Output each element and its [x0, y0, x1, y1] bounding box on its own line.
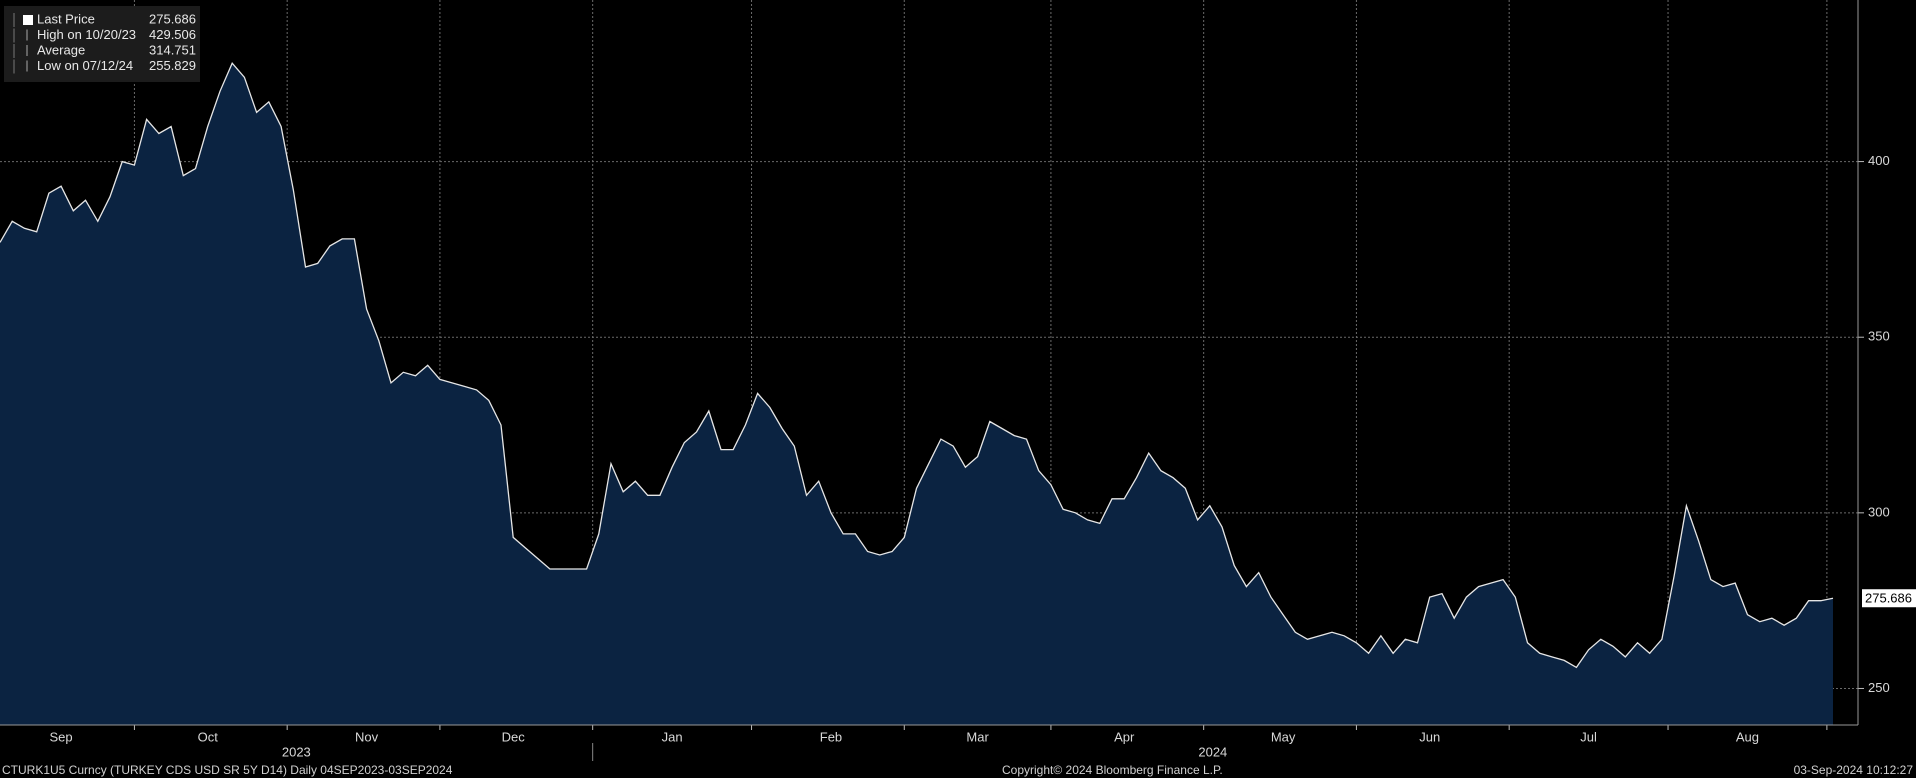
legend: Last Price 275.686 High on 10/20/23 429.506…: [4, 6, 200, 82]
legend-swatch: [23, 15, 33, 25]
x-tick-label: Nov: [355, 729, 379, 744]
legend-label: Low on 07/12/24: [37, 58, 133, 73]
x-tick-label: Jan: [662, 729, 683, 744]
x-tick-label: Aug: [1736, 729, 1759, 744]
legend-value: 275.686: [149, 11, 196, 26]
x-tick-label: May: [1271, 729, 1296, 744]
y-tick-label: 250: [1868, 680, 1890, 695]
last-price-tag: [1862, 589, 1916, 608]
area: [0, 63, 1833, 725]
last-price-label: 275.686: [1865, 591, 1912, 606]
x-tick-label: Apr: [1114, 729, 1135, 744]
legend-label: Last Price: [37, 11, 95, 26]
legend-value: 314.751: [149, 42, 196, 57]
legend-value: 255.829: [149, 58, 196, 73]
footer-security: CTURK1U5 Curncy (TURKEY CDS USD SR 5Y D1…: [2, 763, 453, 777]
y-tick-label: 350: [1868, 329, 1890, 344]
x-tick-label: Feb: [820, 729, 842, 744]
y-tick-label: 400: [1868, 153, 1890, 168]
legend-box: [4, 6, 200, 82]
footer-copyright: Copyright© 2024 Bloomberg Finance L.P.: [1002, 763, 1223, 777]
x-tick-label: Jul: [1580, 729, 1597, 744]
legend-value: 429.506: [149, 27, 196, 42]
legend-label: High on 10/20/23: [37, 27, 136, 42]
footer-timestamp: 03-Sep-2024 10:12:27: [1794, 763, 1914, 777]
x-tick-label: Sep: [50, 729, 73, 744]
x-tick-label: Oct: [198, 729, 219, 744]
year-label: 2023: [282, 744, 311, 759]
plot-area: [0, 0, 1858, 725]
price-line: [0, 61, 1834, 669]
x-tick-label: Mar: [966, 729, 989, 744]
x-tick-label: Jun: [1419, 729, 1440, 744]
year-label: 2024: [1198, 744, 1227, 759]
y-tick-label: 300: [1868, 504, 1890, 519]
x-tick-label: Dec: [502, 729, 526, 744]
legend-label: Average: [37, 42, 85, 57]
